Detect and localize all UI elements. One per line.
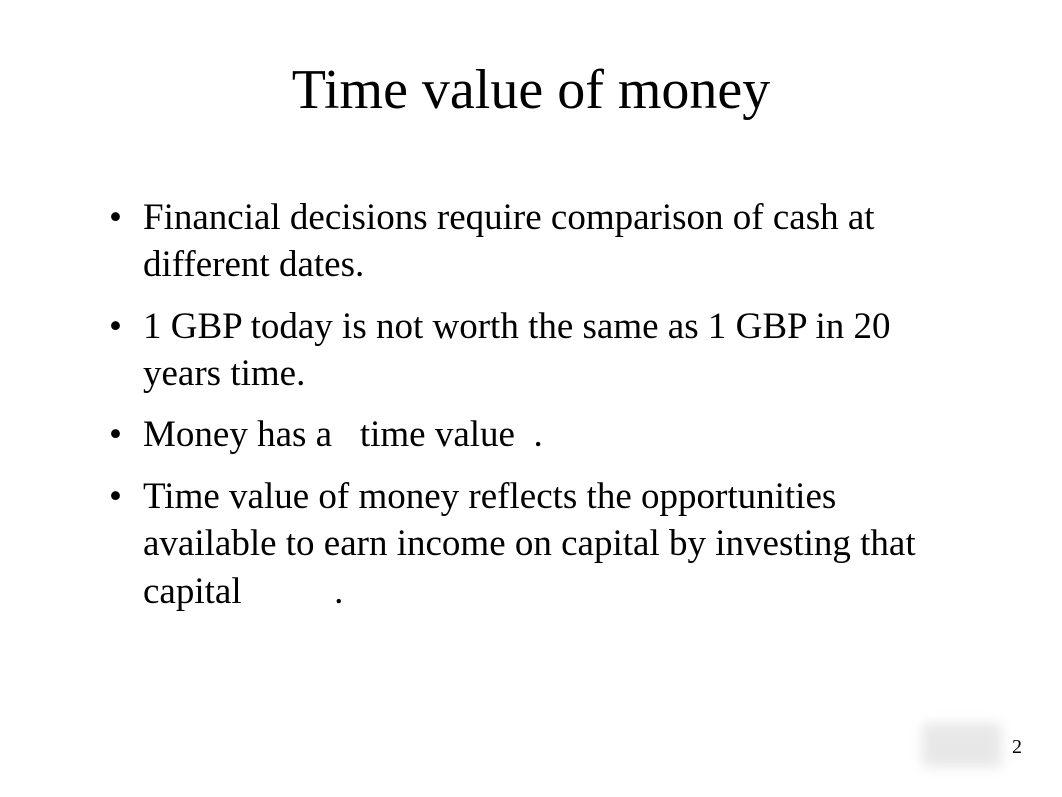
bullet-item: Time value of money reflects the opportu… (105, 473, 972, 615)
bullet-item: 1 GBP today is not worth the same as 1 G… (105, 303, 972, 398)
slide-content: Financial decisions require comparison o… (0, 194, 1062, 615)
page-number: 2 (1012, 736, 1022, 759)
bullet-list: Financial decisions require comparison o… (105, 194, 972, 615)
bullet-item: Money has a time value . (105, 411, 972, 458)
slide-title: Time value of money (0, 58, 1062, 122)
bullet-item: Financial decisions require comparison o… (105, 194, 972, 289)
watermark-icon (922, 723, 1002, 767)
slide: Time value of money Financial decisions … (0, 0, 1062, 797)
